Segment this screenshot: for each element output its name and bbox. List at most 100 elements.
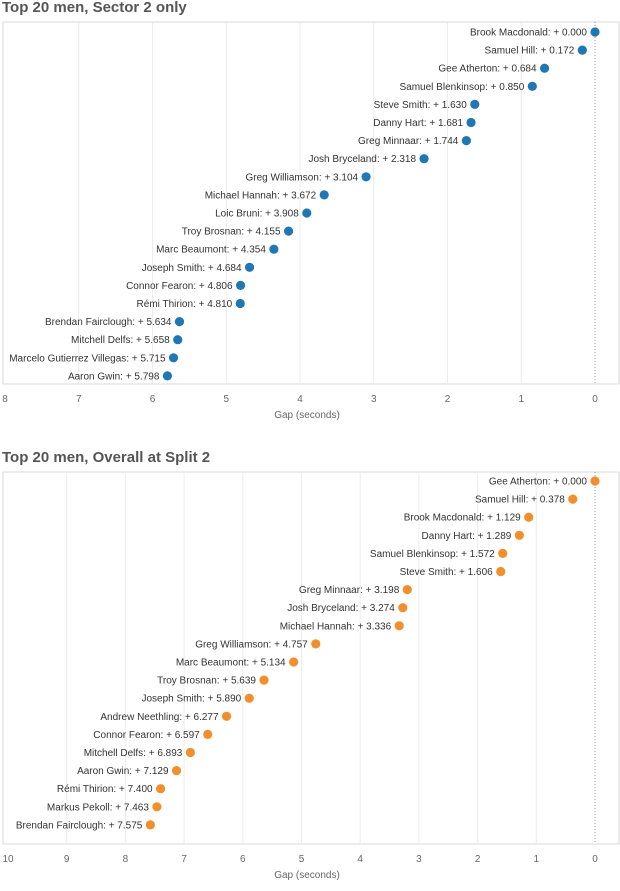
data-label: Steve Smith: + 1.606: [400, 567, 494, 578]
chart-2-title: Top 20 men, Overall at Split 2: [2, 449, 211, 466]
data-point[interactable]: [145, 820, 155, 830]
data-point[interactable]: [156, 784, 166, 794]
x-tick-label: 0: [592, 854, 598, 865]
data-label: Gee Atherton: + 0.000: [489, 477, 588, 488]
data-label: Marc Beaumont: + 5.134: [176, 658, 286, 669]
data-label: Josh Bryceland: + 2.318: [308, 154, 416, 165]
data-label: Brendan Fairclough: + 5.634: [45, 317, 172, 328]
data-label: Connor Fearon: + 6.597: [93, 730, 200, 741]
x-tick-label: 9: [64, 854, 70, 865]
data-label: Samuel Hill: + 0.172: [485, 46, 575, 57]
x-tick-label: 8: [123, 854, 129, 865]
data-label: Michael Hannah: + 3.336: [280, 621, 392, 632]
data-point[interactable]: [514, 530, 524, 540]
data-point[interactable]: [311, 639, 321, 649]
data-label: Joseph Smith: + 5.890: [141, 694, 241, 705]
data-label: Greg Minnaar: + 1.744: [358, 136, 459, 147]
x-tick-label: 0: [592, 394, 598, 405]
data-point[interactable]: [221, 711, 232, 721]
data-point[interactable]: [590, 476, 600, 486]
data-label: Troy Brosnan: + 4.155: [182, 227, 281, 238]
data-point[interactable]: [302, 208, 312, 218]
data-point[interactable]: [577, 45, 587, 55]
data-label: Samuel Blenkinsop: + 1.572: [370, 549, 495, 560]
data-point[interactable]: [470, 99, 480, 109]
data-label: Greg Williamson: + 3.104: [246, 172, 359, 183]
data-point[interactable]: [590, 27, 600, 37]
data-label: Rémi Thirion: + 7.400: [57, 784, 153, 795]
data-label: Connor Fearon: + 4.806: [126, 281, 233, 292]
data-point[interactable]: [269, 244, 279, 254]
data-point[interactable]: [244, 262, 255, 272]
data-point[interactable]: [235, 298, 245, 309]
data-point[interactable]: [173, 335, 183, 345]
data-label: Loic Bruni: + 3.908: [215, 209, 299, 220]
data-label: Greg Minnaar: + 3.198: [299, 585, 400, 596]
data-label: Andrew Neethling: + 6.277: [100, 712, 219, 723]
data-point[interactable]: [244, 693, 254, 703]
x-tick-label: 2: [475, 854, 481, 865]
x-tick-label: 4: [297, 394, 303, 405]
data-label: Mitchell Delfs: + 6.893: [84, 748, 183, 759]
x-tick-label: 5: [223, 394, 229, 405]
plot-area: [2, 21, 620, 385]
data-point[interactable]: [361, 172, 371, 182]
data-label: Danny Hart: + 1.289: [422, 531, 512, 542]
data-label: Joseph Smith: + 4.684: [142, 263, 242, 274]
data-point[interactable]: [402, 585, 412, 595]
data-label: Brendan Fairclough: + 7.575: [16, 820, 143, 831]
x-axis-title: Gap (seconds): [274, 870, 340, 881]
data-label: Gee Atherton: + 0.684: [438, 64, 537, 75]
data-point[interactable]: [185, 747, 195, 758]
data-point[interactable]: [568, 494, 578, 504]
x-axis-title: Gap (seconds): [274, 410, 340, 421]
data-point[interactable]: [466, 117, 476, 128]
data-point[interactable]: [419, 154, 429, 164]
x-tick-label: 1: [534, 854, 540, 865]
data-label: Aaron Gwin: + 5.798: [68, 371, 160, 382]
data-point[interactable]: [524, 512, 534, 522]
x-tick-label: 6: [240, 854, 246, 865]
data-label: Samuel Hill: + 0.378: [475, 495, 565, 506]
data-label: Marc Beaumont: + 4.354: [156, 245, 266, 256]
data-point[interactable]: [539, 63, 550, 73]
data-label: Josh Bryceland: + 3.274: [287, 603, 395, 614]
data-point[interactable]: [289, 657, 299, 667]
data-point[interactable]: [171, 766, 182, 776]
x-tick-label: 2: [445, 394, 451, 405]
data-label: Rémi Thirion: + 4.810: [137, 299, 233, 310]
x-tick-label: 3: [371, 394, 377, 405]
data-label: Aaron Gwin: + 7.129: [77, 766, 169, 777]
x-tick-label: 1: [518, 394, 524, 405]
data-label: Michael Hannah: + 3.672: [205, 190, 317, 201]
data-label: Samuel Blenkinsop: + 0.850: [400, 82, 525, 93]
data-label: Mitchell Delfs: + 5.658: [71, 335, 170, 346]
data-point[interactable]: [168, 353, 179, 363]
data-point[interactable]: [461, 136, 471, 146]
chart-1-sector-2: 8 7 6 5 4 3 2 1 0 Gap (seconds) Brook Macdonald: +…: [2, 21, 620, 421]
data-point[interactable]: [283, 226, 294, 236]
x-tick-label: 3: [416, 854, 422, 865]
data-label: Marcelo Gutierrez Villegas: + 5.715: [9, 353, 166, 364]
data-point[interactable]: [527, 81, 537, 91]
data-label: Markus Pekoll: + 7.463: [47, 802, 149, 813]
data-point[interactable]: [259, 675, 269, 685]
data-point[interactable]: [394, 621, 404, 631]
data-point[interactable]: [398, 603, 408, 613]
data-point[interactable]: [319, 190, 329, 200]
data-label: Brook Macdonald: + 1.129: [404, 513, 521, 524]
chart-1-title: Top 20 men, Sector 2 only: [2, 0, 187, 16]
x-tick-label: 5: [299, 854, 305, 865]
data-point[interactable]: [152, 802, 162, 812]
data-point[interactable]: [496, 566, 506, 577]
data-point[interactable]: [498, 548, 508, 558]
data-point[interactable]: [203, 729, 213, 739]
data-point[interactable]: [162, 371, 172, 381]
data-point[interactable]: [235, 280, 246, 290]
x-tick-label: 6: [150, 394, 156, 405]
data-label: Greg Williamson: + 4.757: [195, 639, 308, 650]
x-tick-label: 4: [357, 854, 363, 865]
data-point[interactable]: [174, 317, 185, 327]
data-label: Brook Macdonald: + 0.000: [470, 28, 587, 39]
